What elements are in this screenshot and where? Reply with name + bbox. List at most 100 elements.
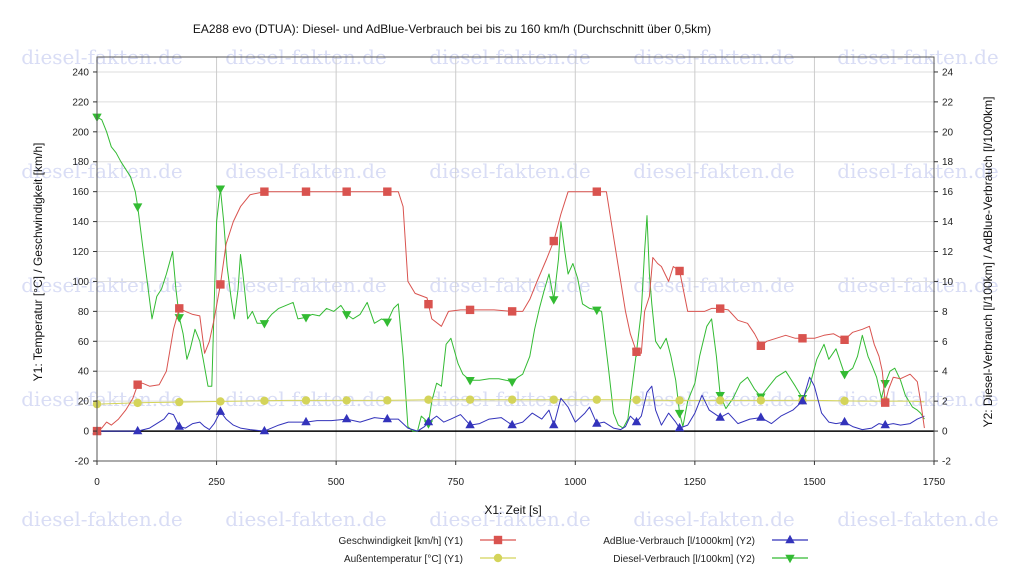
axis-ticks: 0 250 500 750 1000 1250 1500 1750-2002040608010… xyxy=(72,67,953,488)
data-point-temperature xyxy=(342,396,351,405)
data-point-speed xyxy=(383,187,392,196)
data-point-speed xyxy=(301,187,311,196)
y-right-tick-label: 2 xyxy=(942,397,948,408)
data-point-temperature xyxy=(383,396,392,405)
plot-area-border xyxy=(96,56,935,462)
data-point-speed xyxy=(840,335,849,344)
data-point-temperature xyxy=(260,396,269,405)
data-point-temperature xyxy=(675,396,684,405)
watermark-text: diesel-fakten.de xyxy=(633,387,794,411)
watermark-text: diesel-fakten.de xyxy=(429,507,590,531)
series-adblue xyxy=(92,376,925,435)
x-tick-label: 750 xyxy=(447,477,464,488)
data-point-speed xyxy=(549,236,558,246)
legend-swatch-marker-diesel xyxy=(785,554,795,564)
y-left-tick-label: 40 xyxy=(78,367,90,378)
x-tick-label: 0 xyxy=(94,477,100,488)
y-right-tick-label: 14 xyxy=(942,217,954,228)
data-point-temperature xyxy=(507,395,517,404)
data-point-adblue xyxy=(174,421,184,430)
watermark-text: diesel-fakten.de xyxy=(21,507,182,531)
y-left-axis-label: Y1: Temperatur [°C] / Geschwindigkeit [k… xyxy=(31,143,45,382)
data-point-temperature xyxy=(716,396,725,405)
x-tick-label: 1000 xyxy=(564,477,587,488)
data-point-speed xyxy=(133,380,142,389)
data-point-temperature xyxy=(301,396,311,405)
y-left-tick-label: 20 xyxy=(78,397,90,408)
watermark-text: diesel-fakten.de xyxy=(21,387,182,411)
watermark-text: diesel-fakten.de xyxy=(21,159,182,183)
x-tick-label: 250 xyxy=(208,477,225,488)
x-tick-label: 1500 xyxy=(803,477,826,488)
y-left-tick-label: 160 xyxy=(72,187,89,198)
data-point-adblue xyxy=(215,406,226,415)
data-point-speed xyxy=(716,304,725,313)
data-point-adblue xyxy=(631,416,642,426)
watermark-layer: diesel-fakten.de diesel-fakten.de diesel-f… xyxy=(21,45,998,531)
y-right-axis-label: Y2: Diesel-Verbrauch [l/100km] / AdBlue-… xyxy=(981,97,995,428)
data-point-speed xyxy=(342,187,351,196)
data-point-diesel xyxy=(259,320,270,329)
watermark-text: diesel-fakten.de xyxy=(633,273,794,297)
legend-swatch-marker-adblue xyxy=(785,534,795,544)
y-right-tick-label: 16 xyxy=(942,187,954,198)
data-point-adblue xyxy=(592,418,602,427)
data-point-diesel xyxy=(592,306,602,316)
data-point-diesel xyxy=(465,377,475,386)
data-point-adblue xyxy=(507,419,517,429)
watermark-text: diesel-fakten.de xyxy=(837,387,998,411)
data-point-temperature xyxy=(592,395,602,404)
y-left-tick-label: 180 xyxy=(72,157,89,168)
data-point-temperature xyxy=(756,396,766,405)
data-point-adblue xyxy=(756,412,766,421)
watermark-text: diesel-fakten.de xyxy=(633,507,794,531)
x-tick-label: 500 xyxy=(328,477,345,488)
y-left-tick-label: 240 xyxy=(72,67,89,78)
data-point-speed xyxy=(216,280,225,289)
y-right-tick-label: 8 xyxy=(942,307,948,318)
data-point-adblue xyxy=(382,413,393,423)
y-left-tick-label: 100 xyxy=(72,277,89,288)
data-point-diesel xyxy=(215,185,226,194)
data-point-temperature xyxy=(549,395,558,404)
legend-label-adblue: AdBlue-Verbrauch [l/1000km] (Y2) xyxy=(603,536,755,547)
data-point-diesel xyxy=(674,409,685,419)
y-left-tick-label: 220 xyxy=(72,97,89,108)
data-point-diesel xyxy=(382,318,393,328)
data-point-temperature xyxy=(632,395,641,405)
y-right-tick-label: 18 xyxy=(942,157,954,168)
legend: Geschwindigkeit [km/h] (Y1) Außentempera… xyxy=(339,534,808,565)
data-point-diesel xyxy=(341,311,352,320)
series-temperature xyxy=(92,395,925,409)
y-right-tick-label: 4 xyxy=(942,367,948,378)
data-point-adblue xyxy=(880,419,890,429)
data-point-diesel xyxy=(549,296,559,305)
data-point-diesel xyxy=(301,314,311,323)
legend-label-temperature: Außentemperatur [°C] (Y1) xyxy=(344,554,463,565)
y-right-tick-label: 0 xyxy=(942,427,948,438)
data-point-diesel xyxy=(507,378,517,387)
watermark-text: diesel-fakten.de xyxy=(225,507,386,531)
legend-swatch-marker-temperature xyxy=(493,553,503,563)
y-left-tick-label: 0 xyxy=(83,427,89,438)
data-point-adblue xyxy=(341,413,352,423)
data-point-speed xyxy=(507,307,517,316)
data-point-temperature xyxy=(133,398,142,408)
data-point-adblue xyxy=(797,395,808,405)
data-point-speed xyxy=(881,398,890,407)
data-point-temperature xyxy=(216,397,225,406)
y-right-tick-label: 20 xyxy=(942,127,954,138)
legend-swatch-marker-speed xyxy=(493,535,503,545)
watermark-text: diesel-fakten.de xyxy=(837,273,998,297)
legend-label-speed: Geschwindigkeit [km/h] (Y1) xyxy=(339,536,464,547)
data-point-speed xyxy=(175,304,184,313)
series-line-temperature xyxy=(96,399,925,405)
x-tick-label: 1250 xyxy=(684,477,707,488)
data-point-diesel xyxy=(132,203,143,212)
legend-label-diesel: Diesel-Verbrauch [l/100km] (Y2) xyxy=(613,554,755,565)
y-right-tick-label: 24 xyxy=(942,67,954,78)
x-tick-label: 1750 xyxy=(923,477,946,488)
data-point-adblue xyxy=(423,416,434,426)
chart-title: EA288 evo (DTUA): Diesel- und AdBlue-Ver… xyxy=(193,22,711,36)
